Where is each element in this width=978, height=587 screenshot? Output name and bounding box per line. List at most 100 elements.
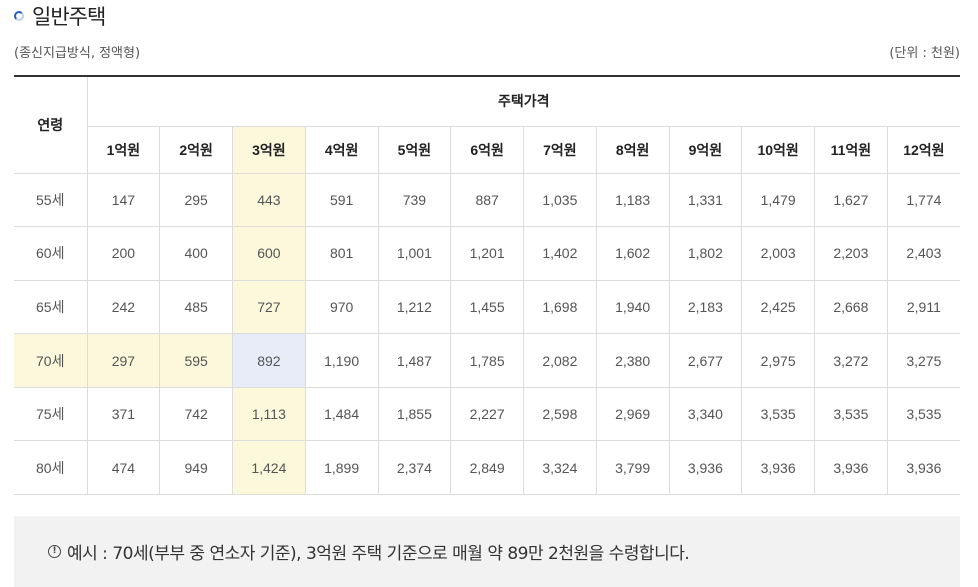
age-cell: 55세 <box>14 172 88 228</box>
value-cell: 1,627 <box>814 172 888 228</box>
table-row: 60세 200 400 600 801 1,001 1,201 1,402 1,602 1,802… <box>14 226 960 281</box>
value-cell: 739 <box>377 172 452 228</box>
price-header: 주택가격 <box>86 76 960 127</box>
price-column-header: 7억원 <box>523 125 597 174</box>
value-cell: 3,275 <box>886 333 960 388</box>
table-subtitle: (종신지급방식, 정액형) <box>14 46 141 61</box>
value-cell: 1,698 <box>523 279 597 335</box>
value-cell: 3,936 <box>668 440 743 496</box>
table-row: 70세 297 595 892 1,190 1,487 1,785 2,082 2,380 2,6… <box>14 333 960 388</box>
price-column-header: 8억원 <box>595 125 670 174</box>
value-cell: 1,402 <box>523 226 597 281</box>
value-cell: 1,802 <box>668 226 743 281</box>
value-cell: 2,911 <box>886 279 960 335</box>
value-cell: 1,201 <box>450 226 524 281</box>
value-cell: 3,936 <box>741 440 815 496</box>
value-cell: 1,899 <box>304 440 379 496</box>
value-cell: 2,677 <box>668 333 743 388</box>
value-cell: 801 <box>304 226 379 281</box>
value-cell: 2,003 <box>741 226 815 281</box>
value-cell: 2,374 <box>377 440 452 496</box>
price-column-header: 10억원 <box>741 125 815 174</box>
value-cell: 2,598 <box>523 386 597 442</box>
value-cell: 3,272 <box>814 333 888 388</box>
value-cell: 600 <box>232 226 306 281</box>
value-cell: 970 <box>304 279 379 335</box>
table-header-row: 연령 주택가격 <box>14 76 960 174</box>
table-row: 55세 147 295 443 591 739 887 1,035 1,183 1,331 1,47… <box>14 172 960 228</box>
value-cell: 295 <box>159 172 233 228</box>
value-cell: 1,484 <box>304 386 379 442</box>
value-cell: 727 <box>232 279 306 335</box>
value-cell: 443 <box>232 172 306 228</box>
age-header: 연령 <box>14 76 88 174</box>
value-cell: 2,969 <box>595 386 670 442</box>
value-cell: 2,668 <box>814 279 888 335</box>
price-column-header: 3억원 <box>232 125 306 174</box>
example-text: 예시 : 70세(부부 중 연소자 기준), 3억원 주택 기준으로 매월 약 … <box>67 544 690 564</box>
unit-label: (단위 : 천원) <box>889 46 960 61</box>
value-cell: 1,113 <box>232 386 306 442</box>
age-cell: 60세 <box>14 226 88 281</box>
bullet-circle-icon <box>14 11 24 21</box>
value-cell: 742 <box>159 386 233 442</box>
age-cell: 65세 <box>14 279 88 335</box>
table-body: 55세 147 295 443 591 739 887 1,035 1,183 1,331 1,47… <box>14 172 960 496</box>
value-cell: 1,774 <box>886 172 960 228</box>
value-cell: 3,936 <box>814 440 888 496</box>
value-cell: 2,403 <box>886 226 960 281</box>
value-cell: 3,535 <box>741 386 815 442</box>
value-cell: 400 <box>159 226 233 281</box>
age-cell: 70세 <box>14 333 88 388</box>
value-cell: 1,602 <box>595 226 670 281</box>
info-circle-icon: ! <box>48 545 61 558</box>
value-cell: 2,975 <box>741 333 815 388</box>
price-column-header: 1억원 <box>87 125 161 174</box>
price-column-header-row: 1억원 2억원 3억원 4억원 5억원 6억원 7억원 8억원 9억원 10억원 11억원 12억원 <box>14 125 960 174</box>
value-cell: 1,424 <box>232 440 306 496</box>
value-cell: 2,227 <box>450 386 524 442</box>
value-cell: 3,936 <box>886 440 960 496</box>
value-cell: 1,035 <box>523 172 597 228</box>
value-cell: 595 <box>159 333 233 388</box>
value-cell: 887 <box>450 172 524 228</box>
price-column-header: 4억원 <box>304 125 379 174</box>
table-row: 75세 371 742 1,113 1,484 1,855 2,227 2,598 2,969 3… <box>14 386 960 442</box>
value-cell: 474 <box>86 440 161 496</box>
price-column-header: 5억원 <box>377 125 452 174</box>
value-cell: 297 <box>86 333 161 388</box>
value-cell: 1,487 <box>377 333 452 388</box>
value-cell: 3,324 <box>523 440 597 496</box>
table-row: 80세 474 949 1,424 1,899 2,374 2,849 3,324 3,799 3… <box>14 440 960 496</box>
value-cell: 1,479 <box>741 172 815 228</box>
monthly-payment-table: 연령 주택가격 1억원 2억원 3억원 4억원 5억원 6억원 7억원 8억원 9억원 10억원 1… <box>14 75 960 496</box>
section-title: 일반주택 <box>32 5 106 29</box>
value-cell: 949 <box>159 440 233 496</box>
value-cell: 371 <box>86 386 161 442</box>
value-cell: 1,183 <box>595 172 670 228</box>
value-cell: 3,340 <box>668 386 743 442</box>
value-cell: 2,849 <box>450 440 524 496</box>
value-cell: 2,203 <box>814 226 888 281</box>
value-cell: 3,535 <box>814 386 888 442</box>
value-cell: 1,455 <box>450 279 524 335</box>
value-cell: 1,190 <box>304 333 379 388</box>
value-cell: 2,380 <box>595 333 670 388</box>
value-cell: 1,212 <box>377 279 452 335</box>
example-note: ! 예시 : 70세(부부 중 연소자 기준), 3억원 주택 기준으로 매월 … <box>14 516 960 587</box>
price-column-header: 6억원 <box>450 125 524 174</box>
value-cell: 147 <box>86 172 161 228</box>
value-cell: 242 <box>86 279 161 335</box>
value-cell: 892 <box>232 333 306 388</box>
value-cell: 591 <box>304 172 379 228</box>
value-cell: 3,535 <box>886 386 960 442</box>
table-meta: (종신지급방식, 정액형) (단위 : 천원) <box>14 42 960 61</box>
price-column-header: 2억원 <box>159 125 233 174</box>
value-cell: 1,331 <box>668 172 743 228</box>
value-cell: 2,425 <box>741 279 815 335</box>
section-header: 일반주택 <box>14 2 106 30</box>
age-cell: 75세 <box>14 386 88 442</box>
value-cell: 200 <box>86 226 161 281</box>
value-cell: 1,940 <box>595 279 670 335</box>
